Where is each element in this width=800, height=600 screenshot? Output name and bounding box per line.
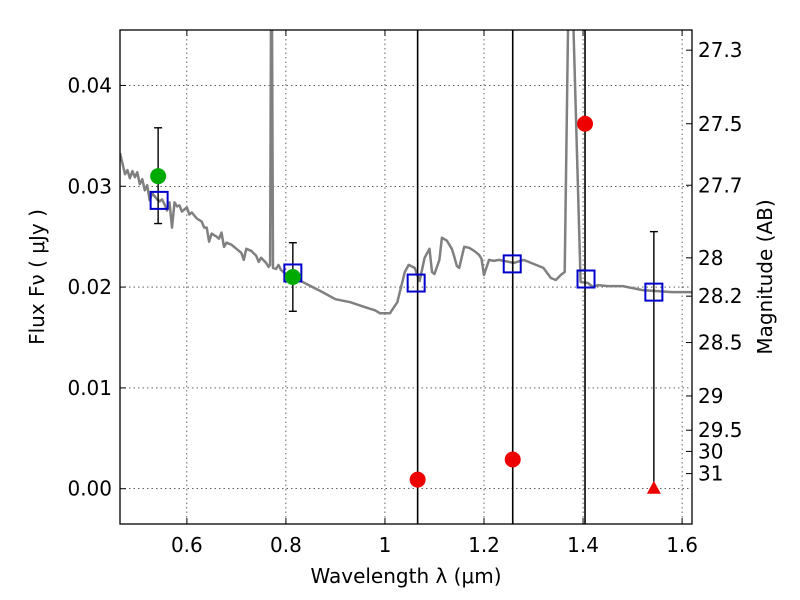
photometry-point-marker <box>409 471 426 488</box>
magnitude-tick-label: 27.5 <box>698 112 743 136</box>
y-axis-title: Flux Fν ( μJy ) <box>25 209 49 345</box>
magnitude-tick-label: 28 <box>698 246 723 270</box>
model-photometry-marker <box>149 190 169 210</box>
magnitude-tick-label: 27.3 <box>698 38 743 62</box>
model-photometry-marker <box>644 282 664 302</box>
x-tick-label: 1.4 <box>567 533 599 557</box>
photometry-point-marker <box>284 269 301 285</box>
x-tick-label: 1.6 <box>666 533 698 557</box>
magnitude-tick-label: 28.5 <box>698 331 743 355</box>
plot-frame <box>119 29 693 525</box>
magnitude-tick-label: 29.5 <box>698 418 743 442</box>
photometry-point-marker <box>577 115 594 132</box>
x-tick-label: 0.6 <box>171 533 203 557</box>
magnitude-tick-label: 31 <box>698 462 723 486</box>
y-tick-label: 0.03 <box>67 174 112 198</box>
magnitude-tick-label: 27.7 <box>698 173 743 197</box>
x-axis-title: Wavelength λ (μm) <box>310 564 501 588</box>
x-tick-label: 1 <box>379 533 392 557</box>
photometry-point-marker <box>504 451 521 468</box>
upper-limit-marker <box>646 480 661 494</box>
photometry-point-marker <box>150 168 167 185</box>
y-tick-label: 0.04 <box>67 73 112 97</box>
x-tick-label: 0.8 <box>270 533 302 557</box>
axis-ticks: 0.6 0.8 1 1.2 1.4 1.6 0.00 0.01 0.02 0.03 0.04 27.3… <box>67 30 743 557</box>
data-markers <box>149 115 664 494</box>
model-photometry-marker <box>502 254 522 274</box>
y-tick-label: 0.01 <box>67 376 112 400</box>
magnitude-tick-label: 29 <box>698 384 723 408</box>
grid-lines <box>120 30 692 524</box>
magnitude-tick-label: 30 <box>698 439 723 463</box>
magnitude-axis-title: Magnitude (AB) <box>753 199 777 354</box>
y-tick-label: 0.00 <box>67 477 112 501</box>
model-photometry-marker <box>406 273 426 293</box>
y-tick-label: 0.02 <box>67 275 112 299</box>
magnitude-tick-label: 28.2 <box>698 284 743 308</box>
x-tick-label: 1.2 <box>468 533 500 557</box>
model-photometry-marker <box>576 269 596 289</box>
